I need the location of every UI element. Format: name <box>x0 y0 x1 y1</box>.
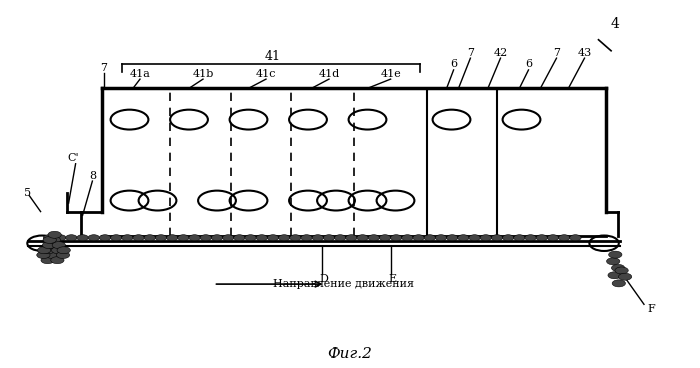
Circle shape <box>570 235 581 241</box>
Text: 41a: 41a <box>130 68 150 79</box>
Circle shape <box>133 235 144 241</box>
Circle shape <box>43 235 55 241</box>
Text: 7: 7 <box>100 63 107 73</box>
Circle shape <box>402 235 413 241</box>
Circle shape <box>368 235 379 241</box>
Circle shape <box>200 235 211 241</box>
Circle shape <box>48 231 62 238</box>
Circle shape <box>503 235 514 241</box>
Text: 4: 4 <box>610 17 619 31</box>
Circle shape <box>312 235 323 241</box>
Circle shape <box>357 235 368 241</box>
Circle shape <box>77 235 88 241</box>
Circle shape <box>57 247 70 254</box>
Text: 42: 42 <box>494 47 508 58</box>
Circle shape <box>155 235 167 241</box>
Circle shape <box>413 235 424 241</box>
Circle shape <box>615 267 629 274</box>
Circle shape <box>46 252 59 258</box>
Circle shape <box>608 251 622 258</box>
Circle shape <box>42 247 55 254</box>
Text: 41: 41 <box>265 50 281 63</box>
Circle shape <box>469 235 480 241</box>
Circle shape <box>52 242 66 249</box>
Circle shape <box>536 235 547 241</box>
Circle shape <box>167 235 178 241</box>
Circle shape <box>267 235 279 241</box>
Circle shape <box>189 235 200 241</box>
Circle shape <box>606 258 620 265</box>
Circle shape <box>335 235 346 241</box>
Text: F: F <box>647 304 655 314</box>
Text: 41e: 41e <box>380 68 401 79</box>
Circle shape <box>279 235 290 241</box>
Circle shape <box>144 235 155 241</box>
Text: 7: 7 <box>467 47 474 58</box>
Circle shape <box>612 280 625 287</box>
Circle shape <box>41 257 55 263</box>
Circle shape <box>480 235 491 241</box>
Circle shape <box>435 235 447 241</box>
Circle shape <box>346 235 357 241</box>
Circle shape <box>66 235 77 241</box>
Circle shape <box>234 235 245 241</box>
Text: 6: 6 <box>450 59 457 70</box>
Circle shape <box>559 235 570 241</box>
Circle shape <box>619 273 631 280</box>
Circle shape <box>458 235 469 241</box>
Circle shape <box>43 237 56 244</box>
Text: C': C' <box>68 153 79 163</box>
Circle shape <box>178 235 189 241</box>
Circle shape <box>608 272 622 279</box>
Circle shape <box>111 235 122 241</box>
Circle shape <box>245 235 256 241</box>
Circle shape <box>612 264 624 272</box>
Text: 41c: 41c <box>256 68 276 79</box>
Text: 43: 43 <box>578 47 592 58</box>
Text: D: D <box>319 273 328 284</box>
Circle shape <box>525 235 536 241</box>
Text: 7: 7 <box>553 47 560 58</box>
Circle shape <box>379 235 391 241</box>
Circle shape <box>256 235 267 241</box>
Circle shape <box>211 235 223 241</box>
Circle shape <box>55 235 66 241</box>
Circle shape <box>514 235 525 241</box>
Circle shape <box>43 242 56 249</box>
Text: Фиг.2: Фиг.2 <box>328 347 372 361</box>
Circle shape <box>391 235 402 241</box>
Circle shape <box>122 235 133 241</box>
Text: 41d: 41d <box>318 68 340 79</box>
Circle shape <box>48 237 61 244</box>
Circle shape <box>88 235 99 241</box>
Circle shape <box>491 235 503 241</box>
Circle shape <box>223 235 234 241</box>
Text: 41b: 41b <box>193 68 214 79</box>
Circle shape <box>36 252 50 258</box>
Circle shape <box>323 235 335 241</box>
Text: Направление движения: Направление движения <box>273 279 414 289</box>
Circle shape <box>51 257 64 263</box>
Circle shape <box>447 235 458 241</box>
Text: 6: 6 <box>525 59 532 70</box>
Circle shape <box>424 235 435 241</box>
Circle shape <box>46 242 60 249</box>
Circle shape <box>52 247 64 254</box>
Circle shape <box>547 235 559 241</box>
Circle shape <box>56 252 70 258</box>
Circle shape <box>290 235 301 241</box>
Text: 8: 8 <box>89 171 96 181</box>
Circle shape <box>99 235 111 241</box>
Text: E: E <box>388 273 396 284</box>
Text: 5: 5 <box>25 188 32 198</box>
Circle shape <box>301 235 312 241</box>
Circle shape <box>38 247 50 254</box>
